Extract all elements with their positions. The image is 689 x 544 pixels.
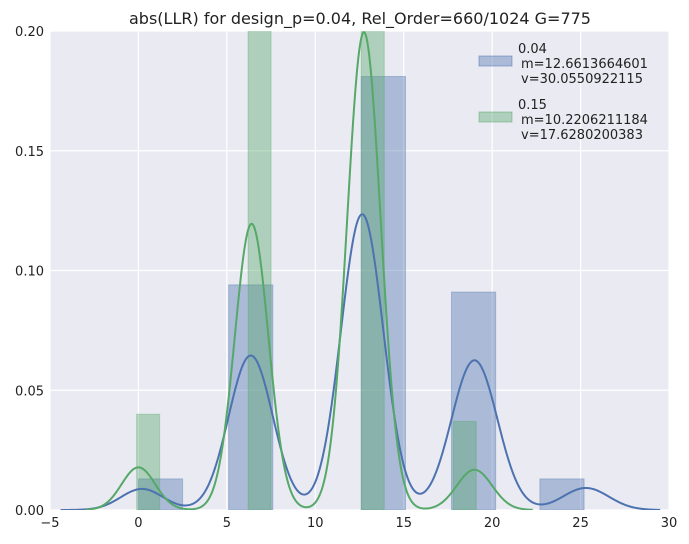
x-tick-label: 0: [134, 516, 142, 531]
density-curve-series-0: [60, 213, 661, 510]
x-tick-label: 10: [307, 516, 324, 531]
legend-swatch-series-0: [478, 55, 513, 67]
x-tick-label: 30: [661, 516, 678, 531]
y-axis-ticks: 0.00 0.05 0.10 0.15 0.20: [15, 25, 44, 519]
histogram-bar: [247, 31, 272, 510]
grid-lines: [49, 30, 670, 511]
histogram-bar: [539, 478, 585, 510]
histogram-bar: [136, 413, 161, 510]
histogram-bars: [136, 31, 585, 510]
x-axis-ticks: −5 0 5 10 15 20 25 30: [40, 516, 677, 531]
histogram-bar: [452, 420, 477, 510]
legend-label-series-1: m=10.2206211184: [521, 113, 648, 128]
x-tick-label: −5: [40, 516, 59, 531]
legend-label-series-1: 0.15: [518, 98, 547, 113]
legend-label-series-0: v=30.0550922115: [521, 72, 643, 87]
x-tick-label: 15: [395, 516, 412, 531]
x-tick-label: 20: [484, 516, 501, 531]
y-tick-label: 0.20: [15, 25, 44, 40]
legend-label-series-0: 0.04: [518, 42, 547, 57]
y-tick-label: 0.10: [15, 265, 44, 280]
x-tick-label: 5: [223, 516, 231, 531]
density-curve-series-1: [85, 31, 533, 510]
histogram-bar: [450, 291, 497, 510]
y-tick-label: 0.15: [15, 145, 44, 160]
density-curves: [60, 31, 661, 510]
legend-label-series-0: m=12.6613664601: [521, 57, 648, 72]
legend-label-series-1: v=17.6280200383: [521, 128, 643, 143]
legend-swatch-series-1: [478, 111, 513, 123]
y-tick-label: 0.00: [15, 504, 44, 519]
y-tick-label: 0.05: [15, 384, 44, 399]
x-tick-label: 25: [572, 516, 589, 531]
chart-title: abs(LLR) for design_p=0.04, Rel_Order=66…: [129, 9, 591, 29]
